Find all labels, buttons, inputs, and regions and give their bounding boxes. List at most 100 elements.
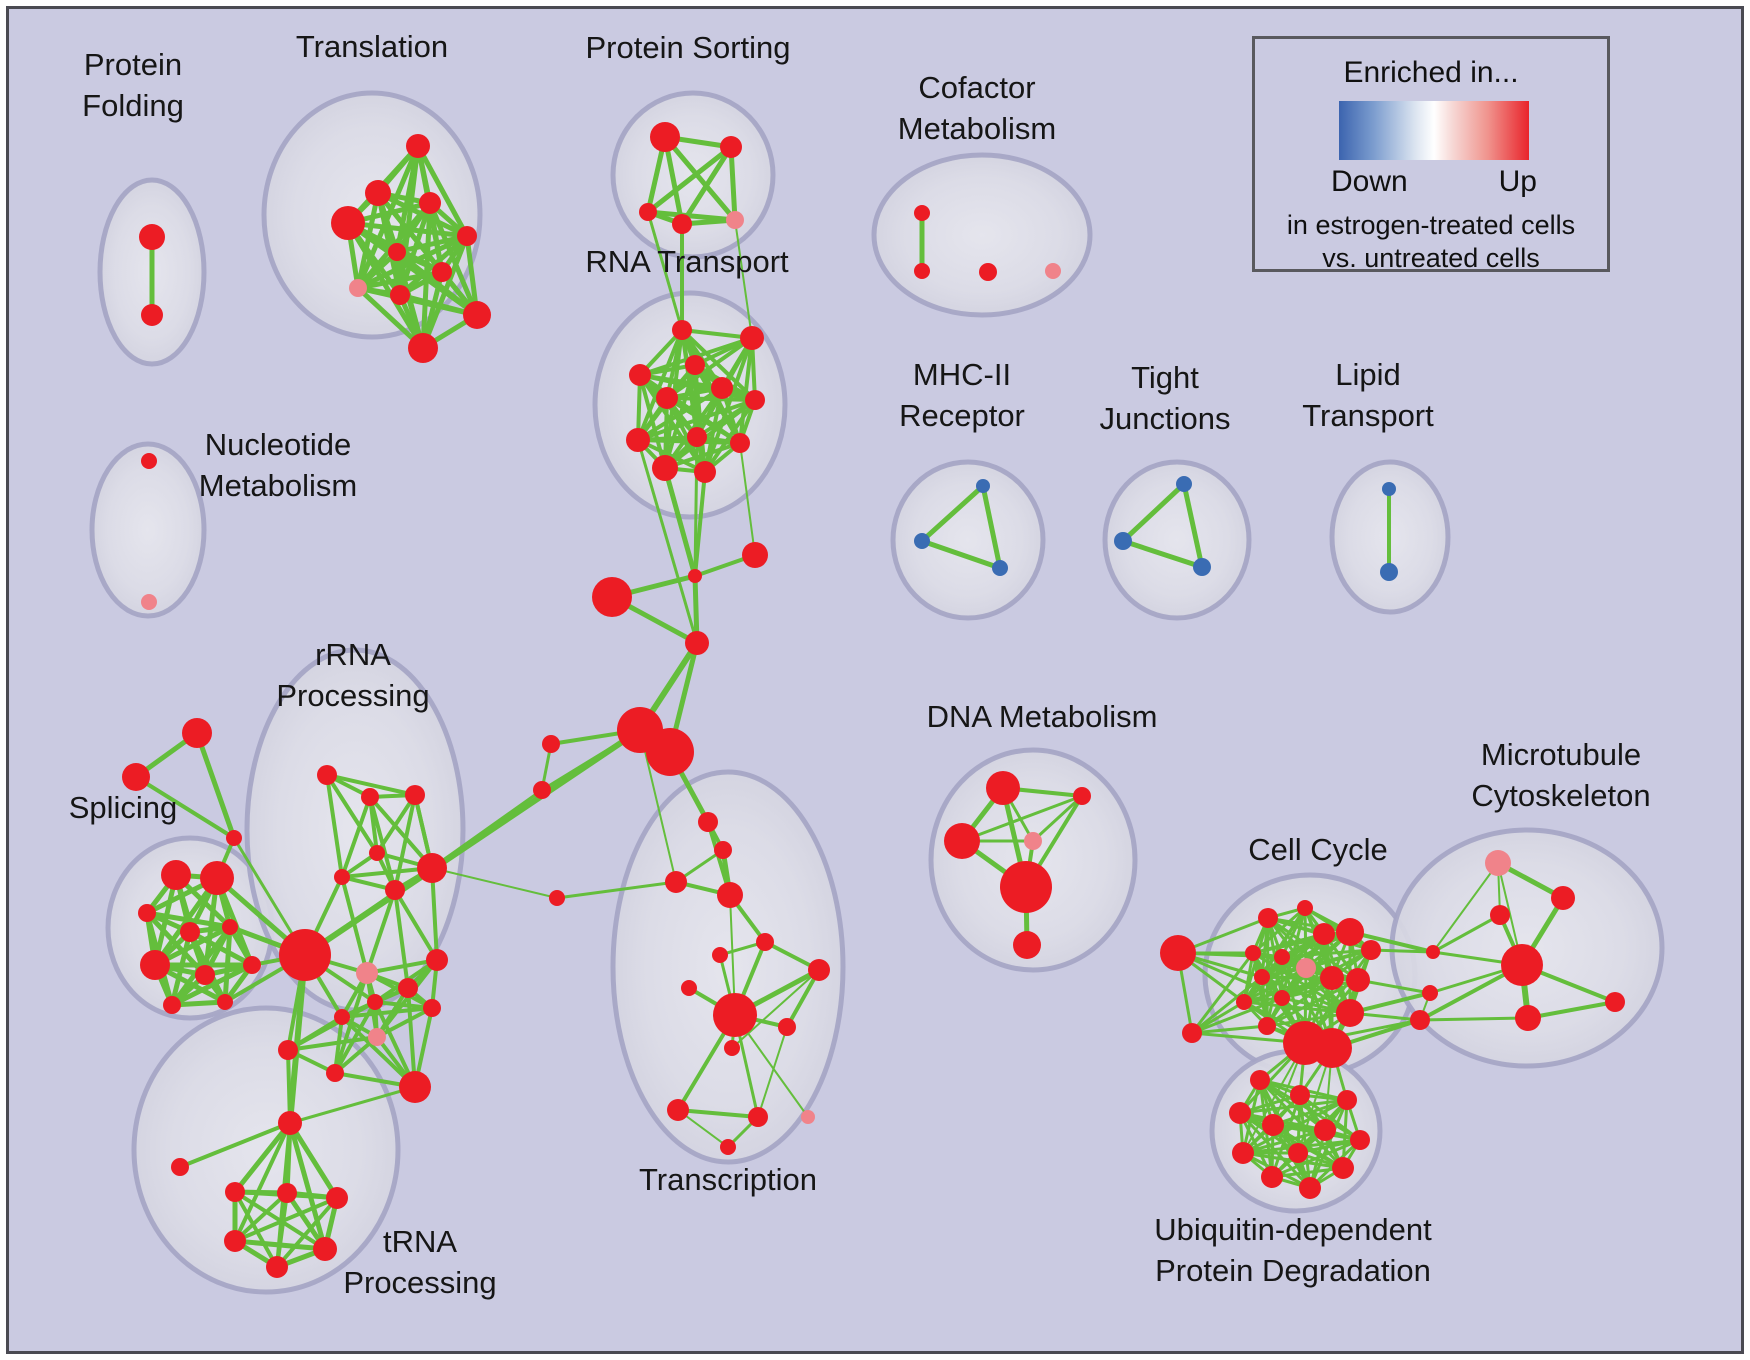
node-trna-processing bbox=[278, 1111, 302, 1135]
node-transcription bbox=[713, 993, 757, 1037]
node-microtubule bbox=[1605, 992, 1625, 1012]
node-cell-cycle bbox=[1297, 900, 1313, 916]
cluster-label-cell-cycle: Cell Cycle bbox=[1248, 832, 1388, 867]
node-transcription bbox=[717, 882, 743, 908]
node-rrna-processing bbox=[385, 880, 405, 900]
cluster-label-trna-processing: Processing bbox=[343, 1265, 496, 1300]
node-transcription bbox=[698, 812, 718, 832]
node-trna-processing bbox=[266, 1256, 288, 1278]
edge-cell-cycle bbox=[1242, 951, 1255, 1004]
edge-rrna-processing bbox=[430, 866, 439, 962]
cluster-label-protein-folding: Protein bbox=[84, 47, 182, 82]
edge-rna-transport bbox=[665, 336, 754, 400]
edge-tight-junctions bbox=[1120, 481, 1187, 544]
node-rrna-processing bbox=[405, 785, 425, 805]
link-cell-cycle-microtubule bbox=[1369, 948, 1435, 954]
node-connectors bbox=[685, 631, 709, 655]
node-rrna-processing bbox=[423, 999, 441, 1017]
edge-rrna-processing bbox=[393, 888, 439, 962]
node-protein-folding bbox=[141, 304, 163, 326]
cluster-label-transcription: Transcription bbox=[639, 1162, 817, 1197]
cluster-label-tight-junctions: Junctions bbox=[1100, 401, 1231, 436]
node-cell-cycle bbox=[1336, 918, 1364, 946]
edge-rrna-processing bbox=[340, 1006, 434, 1019]
edge-cell-cycle bbox=[1265, 1011, 1352, 1028]
node-rrna-processing bbox=[398, 978, 418, 998]
edge-trna-processing bbox=[275, 1191, 289, 1269]
edge-rna-transport bbox=[636, 328, 684, 442]
node-nucleotide-metabolism bbox=[141, 453, 157, 469]
node-ubiquitin bbox=[1262, 1114, 1284, 1136]
cluster-ellipse-cofactor-metabolism bbox=[871, 152, 1093, 318]
node-rrna-processing bbox=[334, 1009, 350, 1025]
node-transcription bbox=[667, 1099, 689, 1121]
link-connectors-transcription bbox=[639, 729, 677, 883]
node-splicing bbox=[243, 956, 261, 974]
node-connectors bbox=[533, 781, 551, 799]
node-rna-transport bbox=[685, 355, 705, 375]
edge-microtubule bbox=[1526, 1000, 1617, 1020]
edge-translation bbox=[355, 190, 381, 291]
edge-trna-processing bbox=[233, 1196, 339, 1243]
node-rrna-processing bbox=[399, 1071, 431, 1103]
node-cell-cycle bbox=[1336, 999, 1364, 1027]
node-microtubule bbox=[1515, 1005, 1541, 1031]
edge-cell-cycle bbox=[1190, 951, 1255, 1035]
cluster-label-rrna-processing: rRNA bbox=[315, 637, 391, 672]
edge-rrna-processing bbox=[393, 888, 410, 990]
nodes-layer bbox=[122, 122, 1625, 1278]
node-rrna-processing bbox=[417, 853, 447, 883]
edge-microtubule bbox=[1432, 862, 1499, 953]
edge-rrna-processing bbox=[365, 958, 439, 975]
node-ubiquitin bbox=[1288, 1143, 1308, 1163]
node-transcription bbox=[714, 841, 732, 859]
node-protein-sorting bbox=[720, 136, 742, 158]
edge-rna-transport bbox=[636, 398, 757, 442]
link-protein-sorting-rna-transport bbox=[734, 219, 753, 339]
node-transcription bbox=[712, 947, 728, 963]
edge-cell-cycle bbox=[1242, 966, 1308, 1004]
node-rrna-processing bbox=[334, 869, 350, 885]
edge-mhc-ii-receptor bbox=[919, 538, 1003, 571]
node-rrna-processing bbox=[278, 1040, 298, 1060]
legend-gradient-bar bbox=[1339, 101, 1529, 160]
cluster-label-rna-transport: RNA Transport bbox=[585, 244, 789, 279]
node-splicing-outliers bbox=[182, 718, 212, 748]
node-rna-transport bbox=[730, 433, 750, 453]
node-protein-sorting bbox=[639, 203, 657, 221]
labels-layer: Protein Folding Translation Protein Sorting… bbox=[69, 29, 1651, 1300]
edge-ubiquitin bbox=[1296, 1138, 1362, 1155]
edge-trna-processing bbox=[287, 1120, 340, 1201]
edge-trna-processing bbox=[232, 1120, 293, 1195]
node-rrna-processing bbox=[426, 949, 448, 971]
node-transcription bbox=[724, 1040, 740, 1056]
edge-cell-cycle bbox=[1251, 951, 1352, 1015]
edge-transcription bbox=[757, 1026, 788, 1118]
node-translation bbox=[408, 333, 438, 363]
node-cell-cycle bbox=[1320, 966, 1344, 990]
node-tight-junctions bbox=[1176, 476, 1192, 492]
cluster-ellipse-nucleotide-metabolism bbox=[89, 441, 207, 619]
node-cell-cycle bbox=[1254, 969, 1270, 985]
legend-caption-line2: vs. untreated cells bbox=[1322, 243, 1540, 273]
edge-protein-sorting bbox=[645, 144, 734, 215]
legend-down-label: Down bbox=[1331, 165, 1408, 198]
node-microtubule bbox=[1501, 944, 1543, 986]
node-splicing bbox=[217, 994, 233, 1010]
cluster-label-lipid-transport: Transport bbox=[1302, 398, 1434, 433]
legend-box: Enriched in... Down Up in estrogen-treat… bbox=[1252, 36, 1610, 273]
node-rna-transport bbox=[652, 455, 678, 481]
node-rrna-processing bbox=[369, 845, 385, 861]
link-rna-transport-connectors bbox=[636, 438, 699, 645]
cluster-label-lipid-transport: Lipid bbox=[1335, 357, 1401, 392]
cluster-label-protein-folding: Folding bbox=[82, 88, 184, 123]
node-dna-metabolism bbox=[1024, 832, 1042, 850]
node-lipid-transport bbox=[1382, 482, 1396, 496]
node-cell-cycle bbox=[1346, 968, 1370, 992]
edge-cell-cycle bbox=[1265, 978, 1360, 1028]
cluster-label-translation: Translation bbox=[296, 29, 448, 64]
cluster-label-mhc-ii-receptor: Receptor bbox=[899, 398, 1025, 433]
node-cell-cycle bbox=[1258, 1017, 1276, 1035]
cluster-ellipse-tight-junctions bbox=[1102, 459, 1252, 621]
